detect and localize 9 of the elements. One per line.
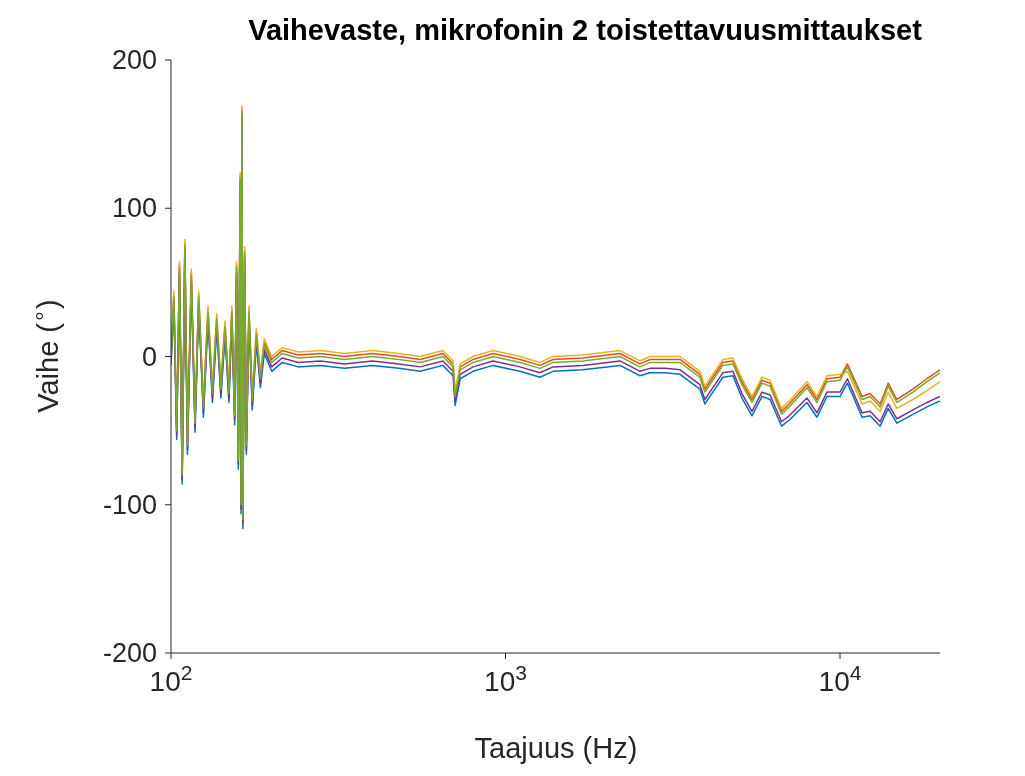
x-axis-title: Taajuus (Hz) [474, 732, 638, 764]
y-tick-label: -100 [102, 489, 157, 520]
x-tick-label: 10$^{4}$ [818, 660, 862, 697]
y-tick-label: 100 [111, 193, 157, 224]
y-tick-label: 200 [111, 45, 157, 75]
y-tick-label: -200 [102, 638, 157, 668]
x-tick-label: 10$^{3}$ [484, 660, 527, 697]
chart-title: Vaihevaste, mikrofonin 2 toistettavuusmittaukset [248, 14, 923, 46]
y-tick-label: 0 [141, 341, 157, 372]
